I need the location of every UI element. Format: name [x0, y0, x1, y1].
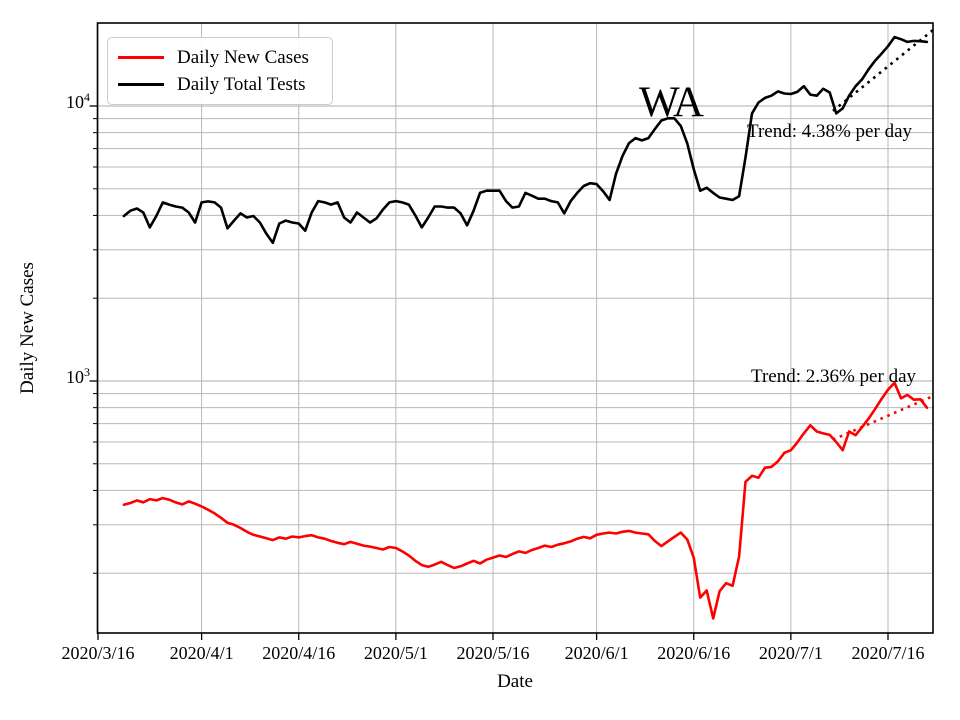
trend-annotation-tests: Trend: 4.38% per day	[747, 121, 912, 142]
series-line-daily-new-cases	[122, 381, 929, 620]
x-tick-label: 2020/5/1	[363, 643, 428, 663]
x-tick-label: 2020/4/1	[169, 643, 234, 663]
legend-item-daily-total-tests: Daily Total Tests	[108, 75, 332, 94]
x-tick-label: 2020/3/16	[61, 643, 135, 663]
legend-swatch-daily-new-cases	[118, 56, 164, 59]
x-tick-label: 2020/6/1	[564, 643, 629, 663]
x-axis-label: Date	[497, 671, 533, 692]
axes-spines	[96, 22, 934, 634]
y-tick-label: 104	[66, 90, 90, 112]
x-tick-label: 2020/5/16	[456, 643, 530, 663]
legend-label-daily-total-tests: Daily Total Tests	[177, 74, 306, 95]
legend-swatch-daily-total-tests	[118, 83, 164, 86]
y-axis-label: Daily New Cases	[17, 262, 38, 394]
legend-item-daily-new-cases: Daily New Cases	[108, 48, 332, 67]
state-annotation: WA	[639, 79, 704, 126]
series-line-daily-total-tests	[122, 35, 929, 245]
x-tick-label: 2020/7/1	[758, 643, 823, 663]
trend-annotation-cases: Trend: 2.36% per day	[751, 366, 916, 387]
y-tick-label: 103	[66, 365, 90, 387]
x-tick-label: 2020/7/16	[851, 643, 925, 663]
x-tick-label: 2020/4/16	[262, 643, 336, 663]
trend-line-cases	[832, 394, 933, 441]
x-tick-label: 2020/6/16	[657, 643, 731, 663]
legend: Daily New Cases Daily Total Tests	[107, 37, 333, 105]
legend-label-daily-new-cases: Daily New Cases	[177, 47, 309, 68]
